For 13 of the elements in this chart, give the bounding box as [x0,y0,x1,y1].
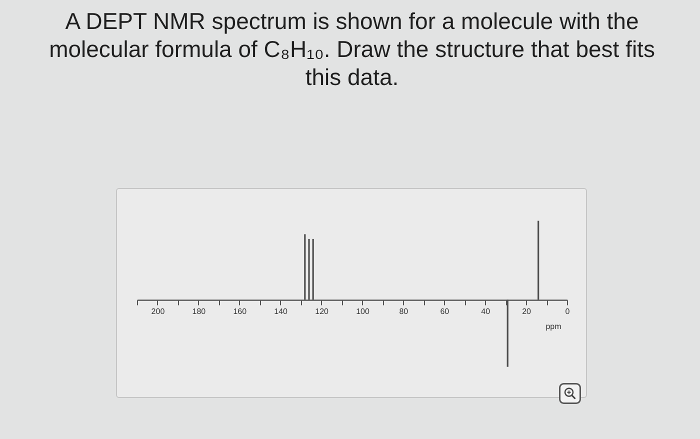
x-tick-label: 40 [481,307,491,316]
x-tick-label: 180 [192,307,206,316]
chart-title: A DEPT NMR spectrum is shown for a molecule with the molecular formula of C₈H₁₀. Draw the structure that best fits this data. [49,8,655,90]
x-tick-label: 200 [151,307,166,316]
x-tick-label: 80 [399,307,409,316]
x-tick-label: 120 [315,307,330,316]
x-tick-label: 60 [440,307,450,316]
x-tick-label: 160 [233,307,248,316]
x-axis-title: ppm [546,322,562,332]
x-tick-label: 0 [565,307,570,316]
x-tick-label: 140 [274,307,288,316]
x-tick-label: 100 [356,307,370,316]
x-tick-label: 20 [522,307,532,316]
